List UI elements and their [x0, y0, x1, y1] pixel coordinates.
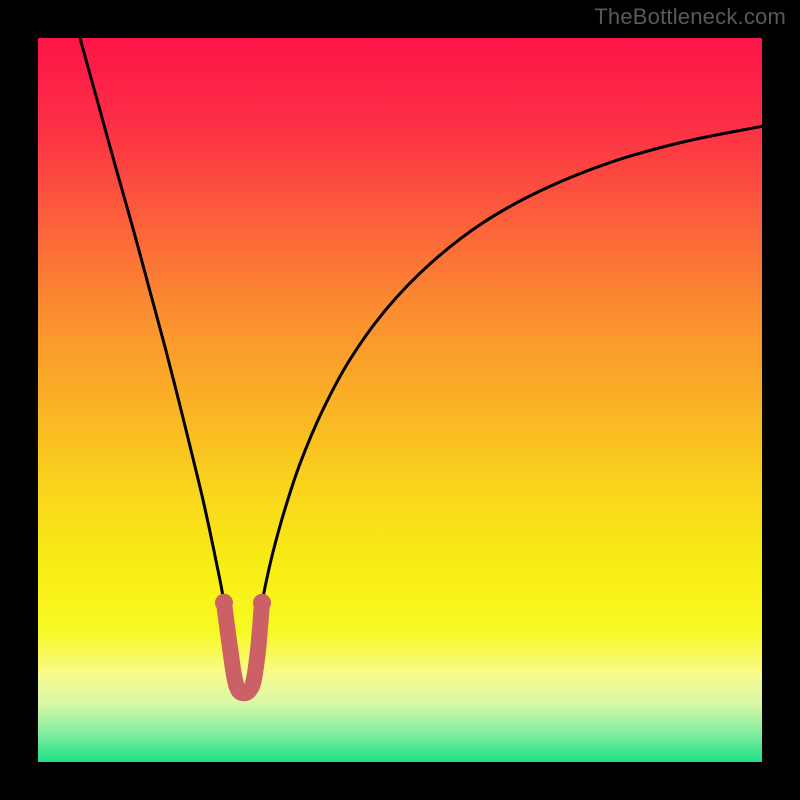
notch-endcap [215, 594, 233, 612]
chart-root: TheBottleneck.com [0, 0, 800, 800]
watermark-text: TheBottleneck.com [594, 4, 786, 30]
chart-svg [0, 0, 800, 800]
notch-endcap [253, 594, 271, 612]
gradient-background [38, 38, 762, 762]
